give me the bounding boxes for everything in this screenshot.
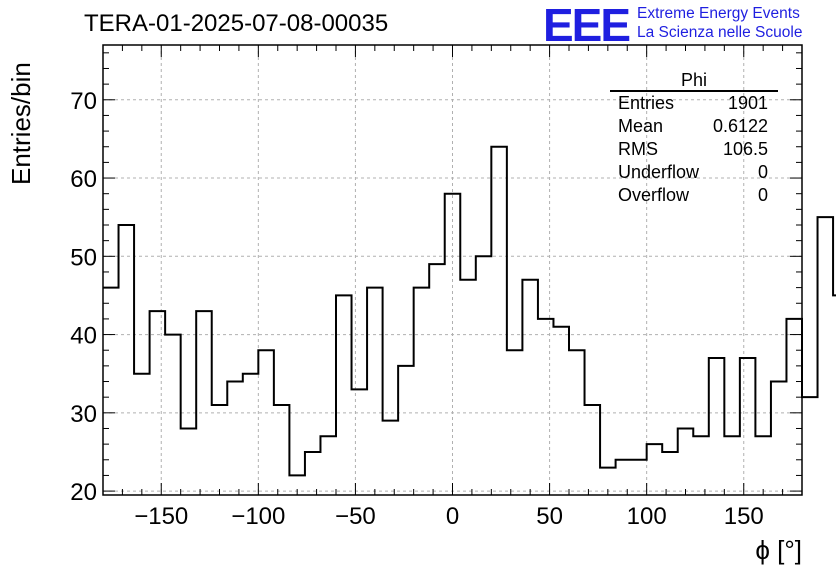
histogram-bin xyxy=(134,374,150,495)
stats-row-rms: RMS 106.5 xyxy=(610,138,778,161)
histogram-bin xyxy=(258,350,274,495)
histogram-bin xyxy=(755,436,771,495)
histogram-bin xyxy=(693,436,709,495)
histogram-bin xyxy=(724,436,740,495)
y-tick-label: 60 xyxy=(70,166,97,193)
histogram-bin xyxy=(243,374,259,495)
histogram-bin xyxy=(662,452,678,495)
stats-value: 1901 xyxy=(727,93,768,113)
y-tick-label: 50 xyxy=(70,244,97,271)
organization-line-1: Extreme Energy Events xyxy=(637,5,800,22)
histogram-bin xyxy=(600,468,616,495)
histogram-bin xyxy=(289,475,305,495)
histogram-bin xyxy=(320,436,336,495)
x-axis-label: ϕ [°] xyxy=(755,535,802,565)
y-tick-label: 70 xyxy=(70,88,97,115)
plot-frame xyxy=(102,44,803,496)
stats-row-entries: Entries 1901 xyxy=(610,92,778,115)
histogram-bin xyxy=(429,264,445,495)
y-tick-label: 30 xyxy=(70,401,97,428)
histogram-bin xyxy=(585,405,601,495)
stats-title: Phi xyxy=(610,71,778,92)
histogram-bin xyxy=(740,358,756,495)
stats-value: 0.6122 xyxy=(712,116,768,136)
stats-label: Mean xyxy=(618,116,664,136)
stats-value: 0 xyxy=(757,162,768,182)
histogram-bin xyxy=(647,444,663,495)
x-tick-label: 150 xyxy=(724,503,764,530)
histogram-bin xyxy=(818,217,834,495)
histogram-bin xyxy=(802,397,818,495)
histogram-bin xyxy=(553,327,569,495)
stats-row-mean: Mean 0.6122 xyxy=(610,115,778,138)
stats-label: Entries xyxy=(618,93,675,113)
histogram-bin xyxy=(569,350,585,495)
histogram-bin xyxy=(786,319,802,495)
x-tick-label: −100 xyxy=(231,503,285,530)
histogram-bin xyxy=(616,460,632,495)
chart-title: TERA-01-2025-07-08-00035 xyxy=(84,10,389,37)
stats-label: Underflow xyxy=(618,162,700,182)
histogram-bin xyxy=(119,225,135,495)
stats-value: 0 xyxy=(757,185,768,205)
stats-box: Phi Entries 1901 Mean 0.6122 RMS 106.5 U… xyxy=(610,71,778,207)
histogram-bin xyxy=(196,311,212,495)
x-tick-label: 0 xyxy=(446,503,459,530)
histogram-bin xyxy=(274,405,290,495)
histogram-bin xyxy=(491,147,507,495)
histogram-bin xyxy=(507,350,523,495)
histogram-bin xyxy=(212,405,228,495)
x-tick-label: 100 xyxy=(627,503,667,530)
histogram-bin xyxy=(398,366,414,495)
organization-label: Extreme Energy Events La Scienza nelle S… xyxy=(637,4,802,42)
histogram-bin xyxy=(103,288,119,495)
x-tick-label: −150 xyxy=(134,503,188,530)
histogram-bin xyxy=(181,428,197,495)
stats-row-underflow: Underflow 0 xyxy=(610,161,778,184)
histogram-bin xyxy=(352,389,368,495)
histogram-bin xyxy=(771,382,787,495)
histogram-bin xyxy=(227,382,243,495)
histogram-bin xyxy=(631,460,647,495)
y-tick-label: 40 xyxy=(70,323,97,350)
x-tick-label: 50 xyxy=(536,503,563,530)
stats-value: 106.5 xyxy=(722,139,768,159)
histogram-bin xyxy=(367,288,383,495)
histogram-bin xyxy=(414,288,430,495)
x-tick-label: −50 xyxy=(335,503,376,530)
histogram-bin xyxy=(709,358,725,495)
stats-label: Overflow xyxy=(618,185,690,205)
histogram-bin xyxy=(476,256,492,495)
histogram-bin xyxy=(165,335,181,495)
organization-line-2: La Scienza nelle Scuole xyxy=(637,24,803,41)
histogram-bin xyxy=(445,194,461,495)
histogram-bin xyxy=(460,280,476,495)
histogram-line xyxy=(103,145,836,477)
stats-row-overflow: Overflow 0 xyxy=(610,184,778,207)
histogram-bin xyxy=(678,428,694,495)
histogram-bin xyxy=(336,295,352,495)
y-axis-label: Entries/bin xyxy=(6,62,36,185)
histogram-bin xyxy=(522,280,538,495)
histogram-bin xyxy=(305,452,321,495)
y-tick-label: 20 xyxy=(70,479,97,506)
histogram-bin xyxy=(383,421,399,495)
histogram-bin xyxy=(538,319,554,495)
eee-logo: EEE xyxy=(543,0,631,51)
histogram-bin xyxy=(150,311,166,495)
stats-label: RMS xyxy=(618,139,658,159)
